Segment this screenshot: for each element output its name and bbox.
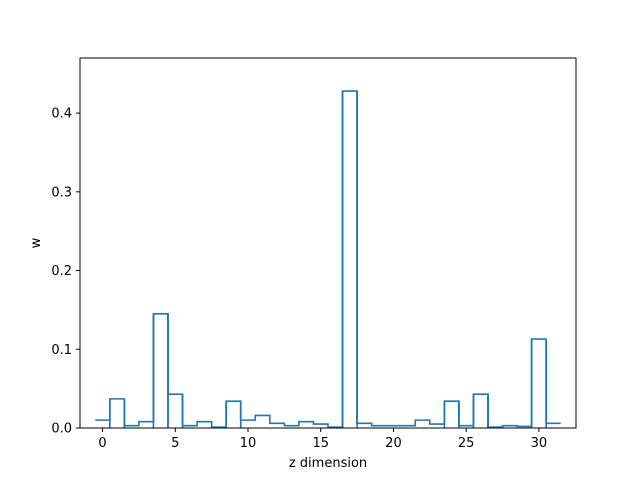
ticks-layer: 0 5 10 15 20 25 30 0.0 0.1 0.2 0.3 0.4 (51, 107, 547, 451)
bar-5 (167, 394, 184, 428)
y-tick-label: 0.4 (51, 107, 72, 122)
x-tick-label: 20 (385, 436, 402, 451)
series-step-line (95, 90, 561, 429)
x-tick-label: 5 (171, 436, 179, 451)
y-tick-label: 0.0 (51, 422, 72, 437)
bar-26 (472, 394, 489, 428)
bar-17 (341, 91, 358, 428)
bar-9 (225, 401, 242, 428)
y-tick-label: 0.1 (51, 343, 72, 358)
x-tick-label: 10 (240, 436, 257, 451)
x-tick-label: 30 (531, 436, 548, 451)
series-layer (95, 90, 561, 429)
x-tick-label: 0 (98, 436, 106, 451)
plot-frame (79, 57, 577, 429)
bar-30 (530, 339, 547, 428)
bar-24 (443, 401, 460, 428)
x-axis-label: z dimension (289, 456, 367, 471)
y-tick-label: 0.3 (51, 185, 72, 200)
x-tick-label: 25 (458, 436, 475, 451)
bar-1 (109, 398, 126, 428)
x-tick-label: 15 (312, 436, 329, 451)
y-tick-label: 0.2 (51, 264, 72, 279)
y-axis-label: w (29, 237, 44, 248)
